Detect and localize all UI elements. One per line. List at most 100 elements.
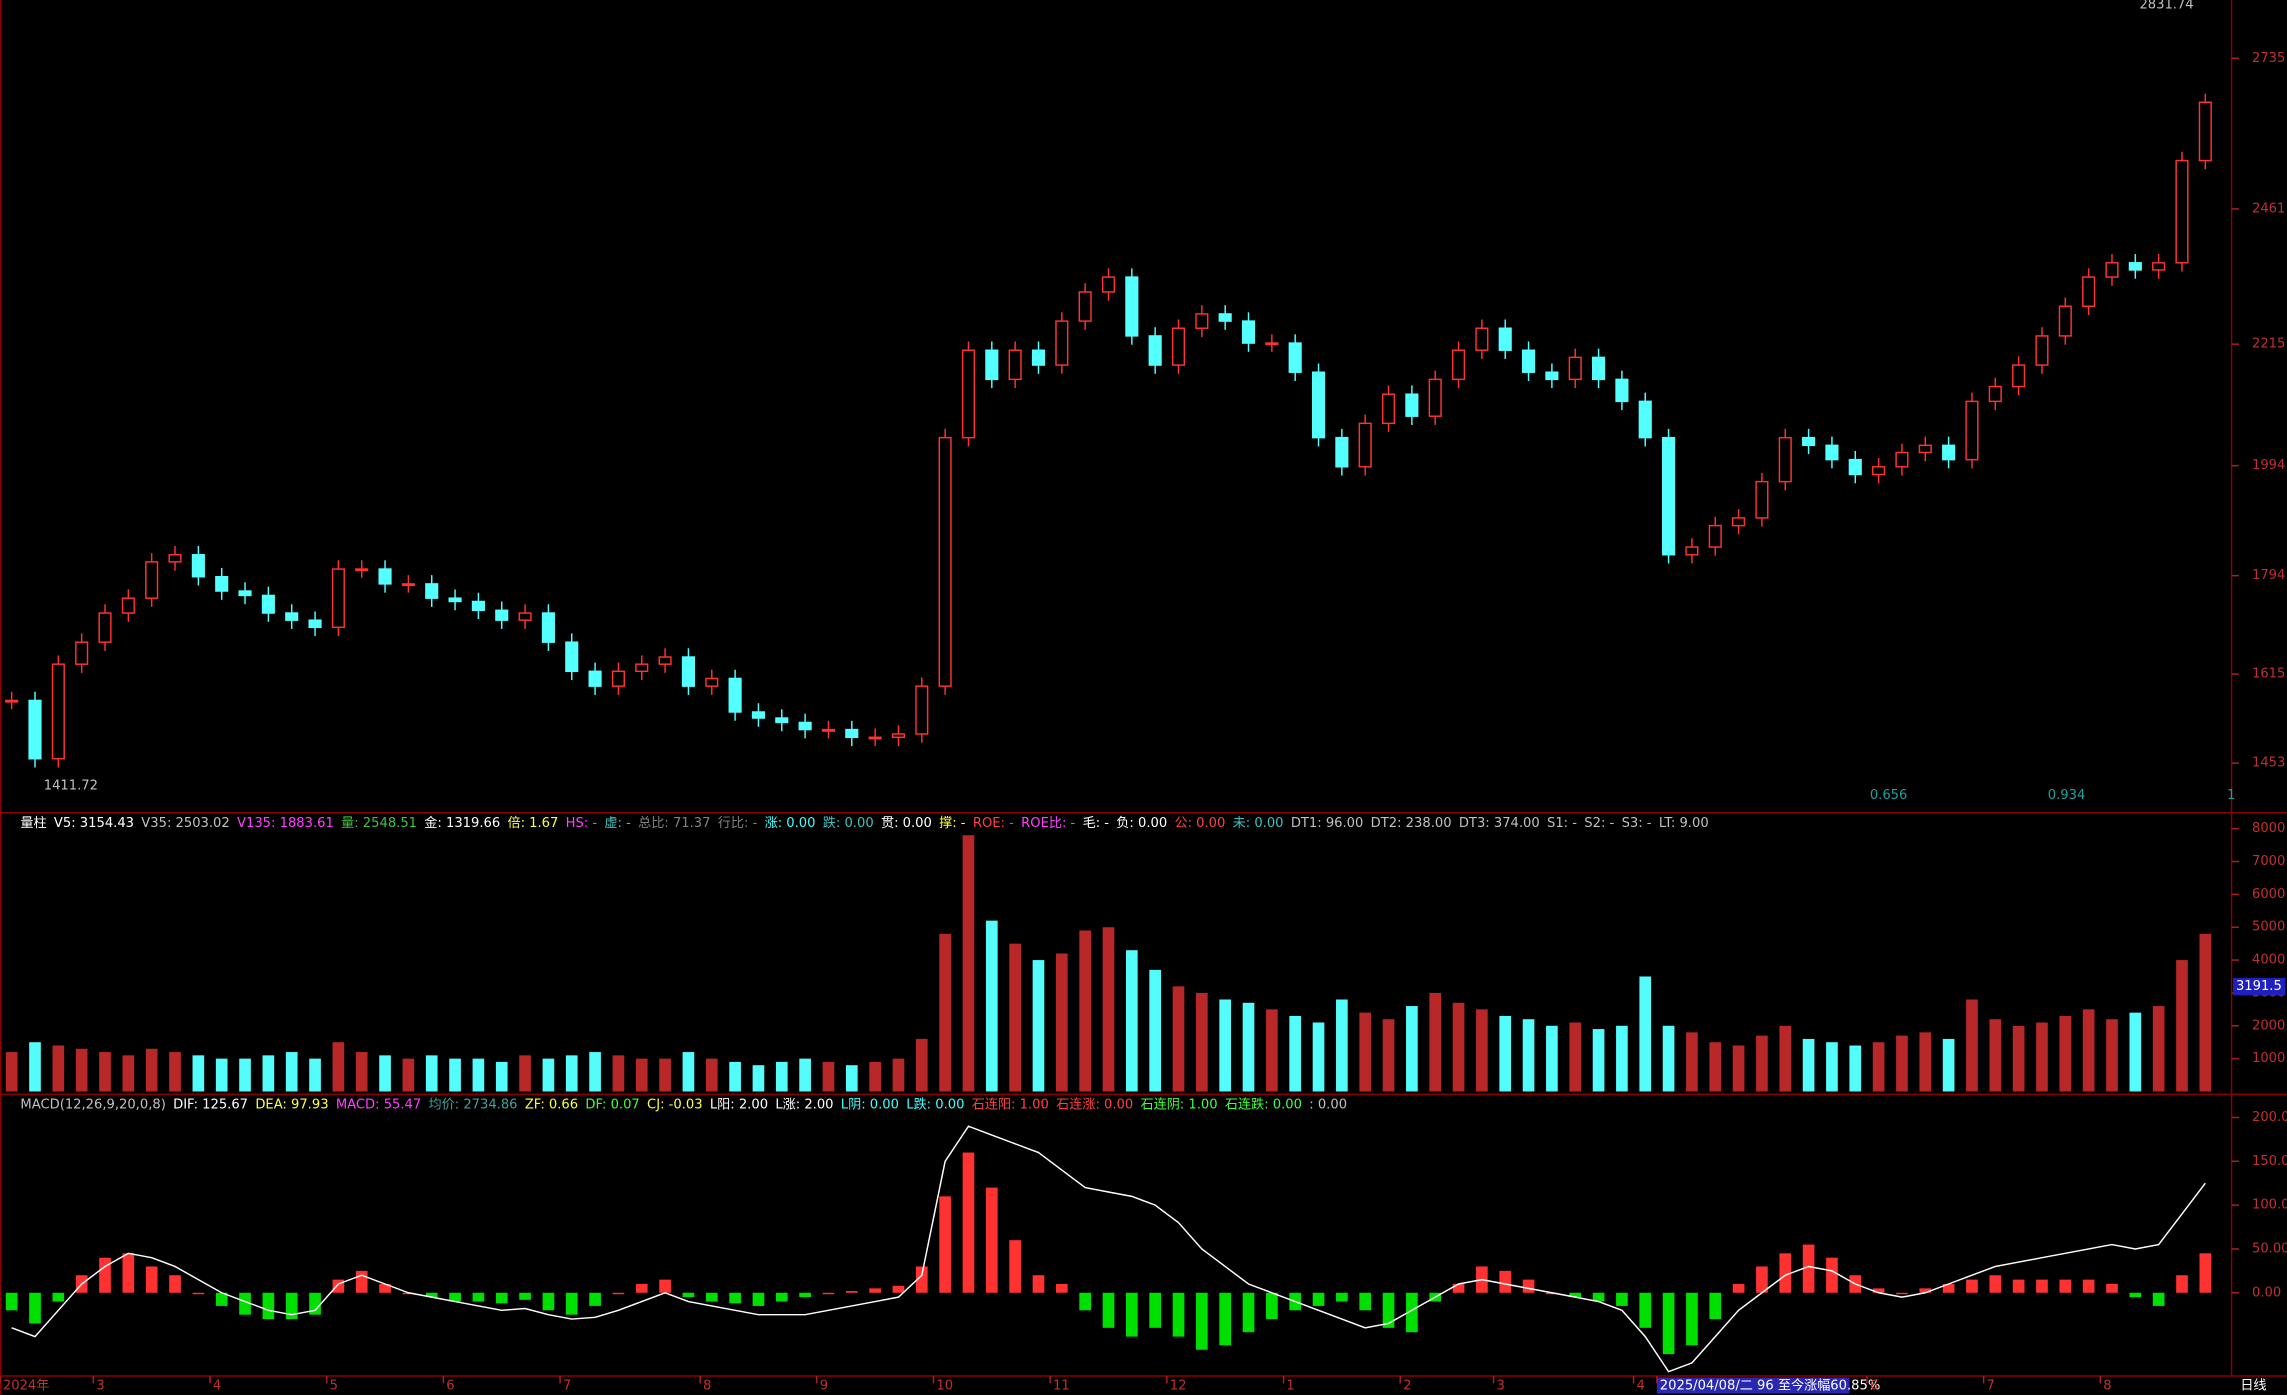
volume-bar xyxy=(75,1048,88,1092)
macd-bar xyxy=(1055,1284,1068,1293)
volume-bar xyxy=(519,1055,531,1092)
y-tick-label: 0.00 xyxy=(2252,1285,2281,1300)
macd-bar xyxy=(589,1292,601,1306)
candle xyxy=(938,436,952,687)
candle xyxy=(401,583,415,587)
y-tick-label: 1000 xyxy=(2252,1051,2285,1066)
macd-bar xyxy=(1196,1292,1208,1350)
candle xyxy=(868,736,882,740)
volume-bar xyxy=(1055,953,1068,1092)
indicator-value: 撑: - xyxy=(939,814,966,830)
macd-bar xyxy=(775,1292,788,1302)
candle xyxy=(215,576,229,592)
candle xyxy=(1825,444,1839,461)
volume-bar xyxy=(705,1058,718,1092)
candle xyxy=(1335,436,1349,468)
y-tick-label: 100.0 xyxy=(2252,1198,2287,1213)
candle xyxy=(1311,371,1326,439)
indicator-value: 跌: 0.00 xyxy=(823,814,874,830)
volume-bar xyxy=(1102,927,1115,1092)
macd-bar xyxy=(472,1292,485,1302)
candle xyxy=(775,717,789,724)
candle xyxy=(565,641,579,673)
volume-bar xyxy=(495,1061,508,1092)
indicator-value: DIF: 125.67 xyxy=(173,1097,248,1112)
volume-bar xyxy=(1196,992,1208,1092)
macd-bar xyxy=(52,1292,65,1302)
macd-bar xyxy=(29,1292,41,1324)
candle xyxy=(1218,313,1232,322)
candle xyxy=(1078,291,1092,322)
macd-bar xyxy=(145,1266,158,1293)
volume-bar xyxy=(985,920,998,1092)
macd-bar xyxy=(1779,1253,1792,1293)
macd-bar xyxy=(2036,1279,2048,1293)
candle xyxy=(681,656,695,687)
volume-bar xyxy=(1382,1019,1395,1092)
candle xyxy=(2035,335,2049,366)
macd-bar xyxy=(542,1292,555,1311)
volume-bar xyxy=(239,1058,251,1092)
volume-bar xyxy=(5,1052,18,1092)
macd-bar xyxy=(1125,1292,1138,1337)
volume-bar xyxy=(52,1045,65,1092)
indicator-value: L阴: 0.00 xyxy=(841,1096,899,1112)
candle xyxy=(1055,320,1069,366)
candle xyxy=(611,670,625,687)
current-box xyxy=(2233,977,2286,996)
candle xyxy=(635,663,649,673)
y-tick-label: 5000 xyxy=(2252,920,2285,935)
candle xyxy=(1988,385,2002,403)
macd-bar xyxy=(915,1266,928,1293)
indicator-value: 虚: - xyxy=(604,814,631,830)
macd-bar xyxy=(1266,1292,1278,1320)
candle xyxy=(2105,262,2119,278)
x-tick-label: 12 xyxy=(1170,1379,1187,1394)
macd-bar xyxy=(495,1292,508,1304)
candle xyxy=(845,728,859,739)
candle xyxy=(1685,546,1699,556)
candle xyxy=(1895,451,1909,468)
macd-bar xyxy=(1802,1244,1815,1293)
indicator-value: V135: 1883.61 xyxy=(237,815,334,830)
volume-bar xyxy=(1896,1035,1908,1092)
candle xyxy=(1755,480,1769,519)
macd-bar xyxy=(99,1257,111,1293)
x-tick-label: 2024年 xyxy=(3,1378,49,1394)
candle xyxy=(28,699,42,760)
candle xyxy=(2012,364,2026,388)
volume-bar xyxy=(1522,1019,1535,1092)
macd-bar xyxy=(192,1292,205,1295)
macd-bar xyxy=(705,1292,718,1302)
macd-bar xyxy=(2129,1292,2142,1298)
volume-bar xyxy=(332,1042,345,1092)
macd-bar xyxy=(1942,1284,1955,1293)
candle xyxy=(1778,436,1792,483)
volume-bar xyxy=(1032,960,1045,1092)
volume-bar xyxy=(402,1058,415,1092)
macd-bar xyxy=(659,1279,671,1293)
macd-bar xyxy=(845,1291,858,1293)
macd-bar xyxy=(379,1284,391,1293)
indicator-value: L跌: 0.00 xyxy=(906,1096,964,1112)
candle xyxy=(2058,305,2072,337)
macd-bar xyxy=(752,1292,765,1306)
indicator-value: 毛: - xyxy=(1083,814,1110,830)
low-label: 1411.72 xyxy=(44,778,98,793)
candle xyxy=(5,699,19,703)
x-tick-label: 4 xyxy=(213,1379,221,1394)
candle xyxy=(1965,400,1979,461)
volume-bar xyxy=(1826,1042,1838,1092)
candle xyxy=(1872,466,1886,476)
candle xyxy=(751,711,766,719)
volume-bar xyxy=(285,1052,298,1092)
indicator-value: ZF: 0.66 xyxy=(525,1097,578,1112)
candle xyxy=(541,612,555,643)
volume-bar xyxy=(542,1058,555,1092)
indicator-value: MACD(12,26,9,20,0,8) xyxy=(20,1097,165,1112)
candle xyxy=(1615,378,1629,403)
candle xyxy=(1171,327,1186,366)
candle xyxy=(2198,101,2212,162)
indicator-value: : 0.00 xyxy=(1309,1097,1347,1112)
